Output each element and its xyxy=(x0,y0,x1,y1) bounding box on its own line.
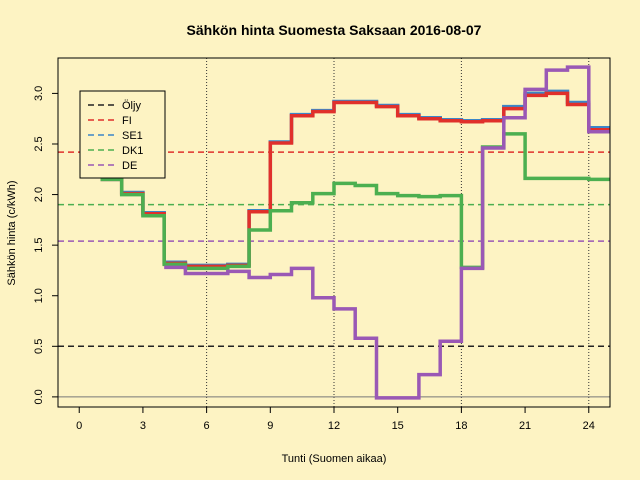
x-tick-label: 0 xyxy=(76,420,82,432)
x-tick-label: 21 xyxy=(519,420,531,432)
series-line-de xyxy=(164,65,610,400)
y-tick-label: 3.0 xyxy=(33,86,45,101)
x-tick-label: 9 xyxy=(267,420,273,432)
x-tick-label: 6 xyxy=(204,420,210,432)
y-tick-label: 2.0 xyxy=(33,187,45,202)
y-axis-label: Sähkön hinta (c/kWh) xyxy=(6,180,18,285)
y-tick-label: 0.0 xyxy=(33,389,45,404)
legend-label-se1: SE1 xyxy=(122,130,143,142)
legend-label-dk1: DK1 xyxy=(122,145,143,157)
legend-label-fi: FI xyxy=(122,115,132,127)
legend-label-öljy: Öljy xyxy=(122,100,141,112)
y-tick-label: 1.0 xyxy=(33,288,45,303)
y-tick-label: 1.5 xyxy=(33,237,45,252)
x-tick-label: 24 xyxy=(583,420,595,432)
x-tick-label: 3 xyxy=(140,420,146,432)
x-axis-label: Tunti (Suomen aikaa) xyxy=(282,453,387,465)
y-tick-label: 2.5 xyxy=(33,136,45,151)
x-tick-label: 15 xyxy=(392,420,404,432)
x-tick-label: 12 xyxy=(328,420,340,432)
chart-title: Sähkön hinta Suomesta Saksaan 2016-08-07 xyxy=(187,22,482,38)
series-lines xyxy=(100,65,610,400)
legend-label-de: DE xyxy=(122,160,137,172)
y-tick-label: 0.5 xyxy=(33,339,45,354)
legend-box xyxy=(79,90,166,179)
axes: 0 3 6 9 12 15 18 21 24 0.0 0.5 1.0 1.5 2.0 2.5 3.0 xyxy=(33,57,611,432)
x-tick-label: 18 xyxy=(455,420,467,432)
reference-hlines xyxy=(58,151,610,398)
legend: Öljy FI SE1 DK1 DE xyxy=(79,90,166,179)
